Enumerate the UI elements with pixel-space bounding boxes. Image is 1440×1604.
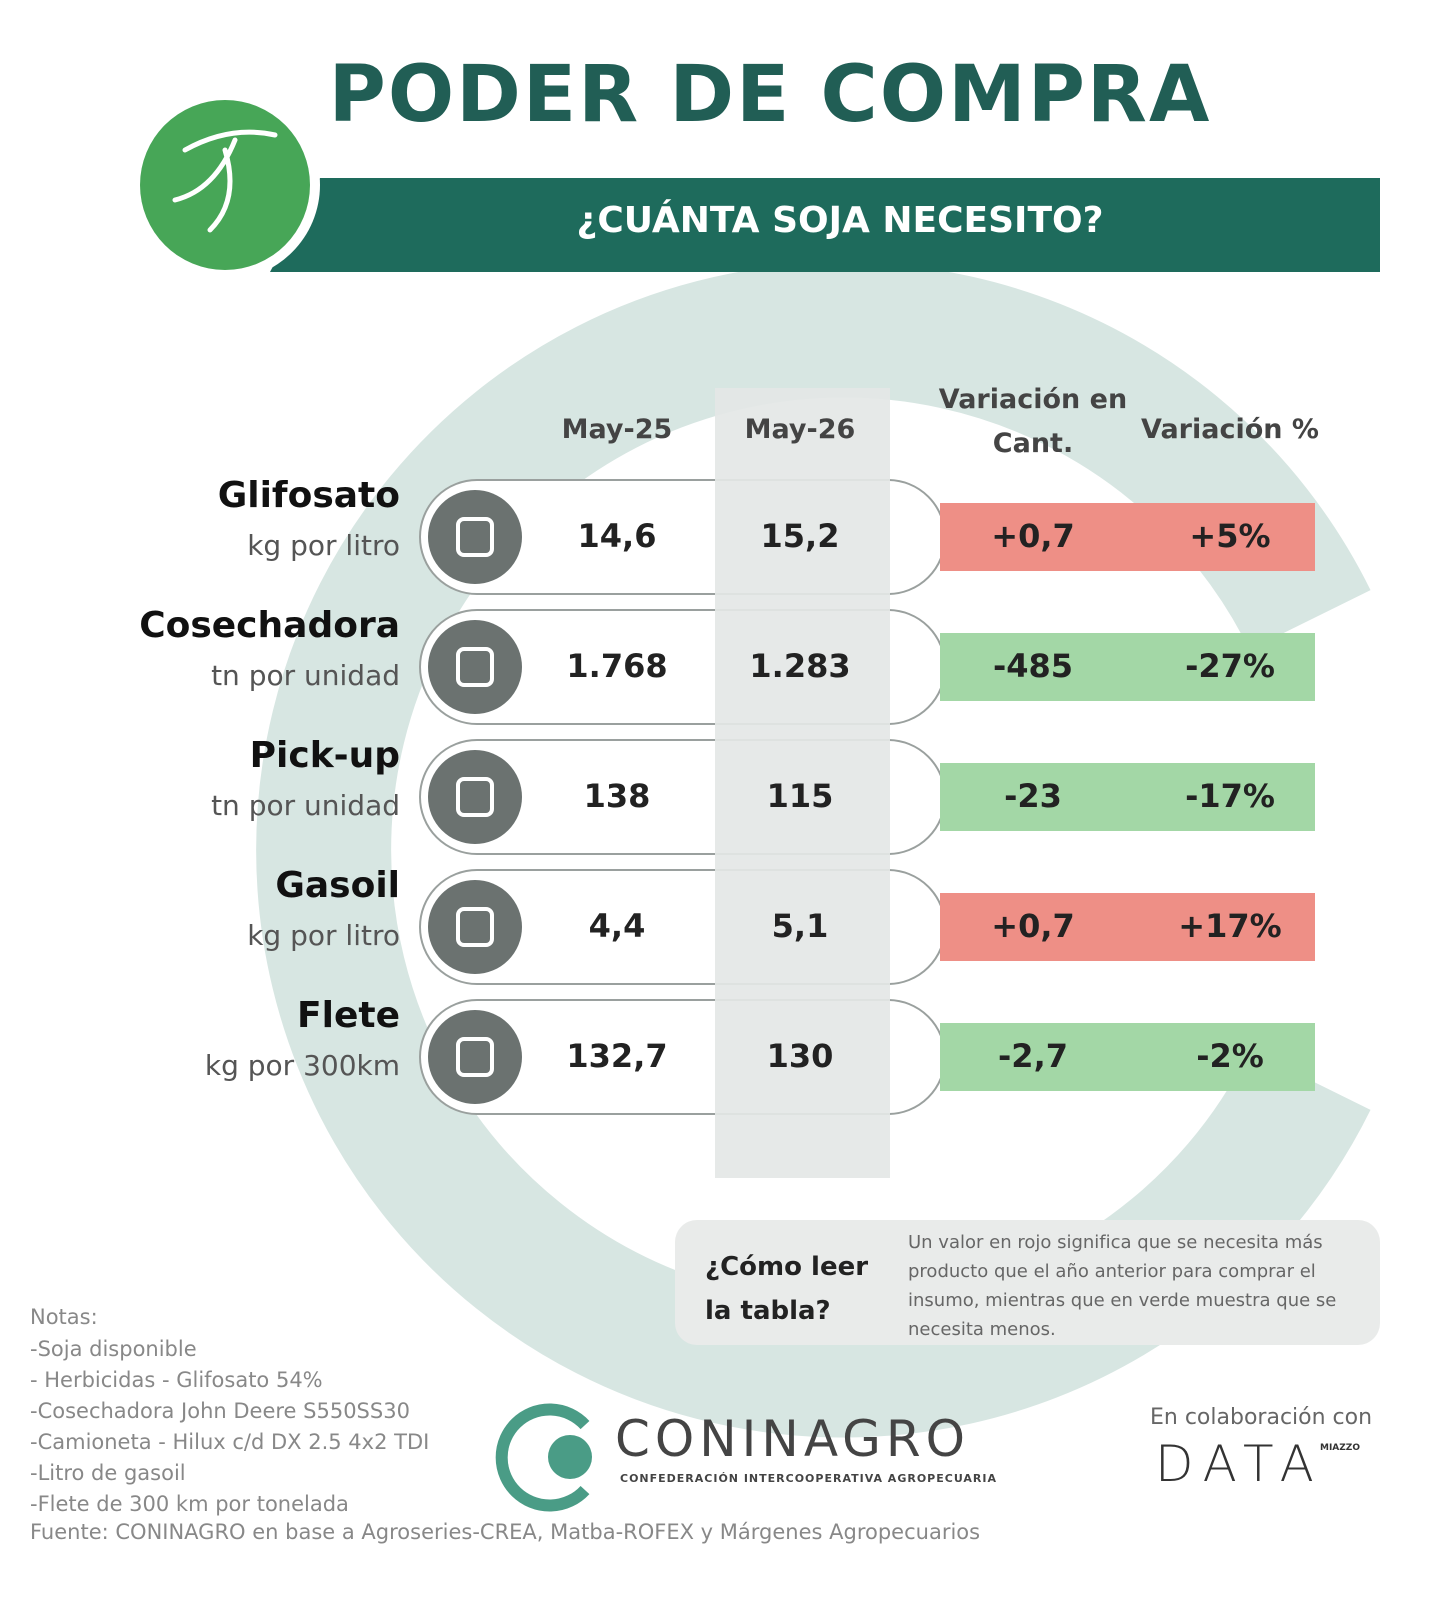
row-name: Gasoil bbox=[275, 865, 400, 906]
row-icon-glyph bbox=[456, 1037, 494, 1077]
note-item: -Cosechadora John Deere S550SS30 bbox=[30, 1399, 410, 1423]
subtitle: ¿CUÁNTA SOJA NECESITO? bbox=[576, 200, 1104, 241]
change: +0,7 bbox=[991, 907, 1075, 945]
change-bar bbox=[940, 893, 1315, 961]
column-header: Variación en Cant. bbox=[938, 384, 1128, 459]
row-name: Pick-up bbox=[249, 735, 400, 776]
value-may26: 15,2 bbox=[760, 517, 840, 555]
note-item: - Herbicidas - Glifosato 54% bbox=[30, 1368, 323, 1392]
value-may26: 1.283 bbox=[749, 647, 851, 685]
value-may25: 132,7 bbox=[566, 1037, 668, 1075]
partner: DATA bbox=[1155, 1435, 1324, 1493]
change-pct: -17% bbox=[1185, 777, 1275, 815]
change-pct: -2% bbox=[1196, 1037, 1264, 1075]
row-unit: kg por litro bbox=[247, 529, 400, 562]
source: Fuente: CONINAGRO en base a Agroseries-C… bbox=[30, 1520, 981, 1544]
notes-title: Notas: bbox=[30, 1305, 98, 1329]
brand-subtitle: Confederación Intercooperativa Agropecua… bbox=[620, 1472, 998, 1485]
change-bar bbox=[940, 503, 1315, 571]
value-may25: 4,4 bbox=[588, 907, 646, 945]
help-text: Un valor en rojo significa que se necesi… bbox=[908, 1232, 1337, 1340]
partner-tag: MIAZZO bbox=[1320, 1443, 1360, 1453]
change: -2,7 bbox=[998, 1037, 1068, 1075]
column-header: May-26 bbox=[744, 414, 856, 445]
value-may26: 5,1 bbox=[771, 907, 829, 945]
row-name: Flete bbox=[297, 995, 400, 1036]
help-box bbox=[675, 1220, 1380, 1345]
change-bar bbox=[940, 763, 1315, 831]
highlight-column bbox=[715, 388, 890, 1178]
soy-glyph bbox=[172, 129, 278, 233]
value-may26: 130 bbox=[766, 1037, 834, 1075]
brand: CONINAGRO bbox=[615, 1410, 970, 1468]
note-item: -Litro de gasoil bbox=[30, 1461, 186, 1485]
row-icon-glyph bbox=[456, 907, 494, 947]
change-pct: +5% bbox=[1189, 517, 1271, 555]
row-icon bbox=[428, 490, 522, 584]
row-icon-glyph bbox=[456, 777, 494, 817]
value-may25: 1.768 bbox=[566, 647, 668, 685]
row-unit: kg por 300km bbox=[204, 1049, 400, 1082]
row-name: Glifosato bbox=[217, 475, 400, 516]
value-may26: 115 bbox=[766, 777, 834, 815]
row-icon bbox=[428, 880, 522, 974]
change-pct: -27% bbox=[1185, 647, 1275, 685]
column-header: Variación % bbox=[1141, 414, 1319, 445]
note-item: -Camioneta - Hilux c/d DX 2.5 4x2 TDI bbox=[30, 1430, 430, 1454]
row-icon-glyph bbox=[456, 517, 494, 557]
column-header: May-25 bbox=[561, 414, 673, 445]
row-name: Cosechadora bbox=[139, 605, 400, 646]
row-icon bbox=[428, 750, 522, 844]
row-icon bbox=[428, 1010, 522, 1104]
note-item: -Flete de 300 km por tonelada bbox=[30, 1492, 349, 1516]
note-item: -Soja disponible bbox=[30, 1337, 197, 1361]
logo-dot bbox=[548, 1435, 592, 1479]
soy-icon bbox=[140, 100, 310, 270]
change-bar bbox=[940, 1023, 1315, 1091]
title: PODER DE COMPRA bbox=[328, 50, 1212, 140]
change: +0,7 bbox=[991, 517, 1075, 555]
collab: En colaboración con bbox=[1150, 1405, 1373, 1430]
subtitle-band bbox=[270, 178, 1380, 272]
row-unit: tn por unidad bbox=[211, 789, 400, 822]
help-question: ¿Cómo leer la tabla? bbox=[705, 1252, 869, 1326]
row-icon bbox=[428, 620, 522, 714]
row-icon-glyph bbox=[456, 647, 494, 687]
change-pct: +17% bbox=[1178, 907, 1282, 945]
change-bar bbox=[940, 633, 1315, 701]
logo-mark bbox=[495, 1403, 590, 1512]
change: -23 bbox=[1004, 777, 1062, 815]
row-unit: kg por litro bbox=[247, 919, 400, 952]
c-shape bbox=[256, 262, 1371, 1438]
change: -485 bbox=[992, 647, 1074, 685]
row-unit: tn por unidad bbox=[211, 659, 400, 692]
value-may25: 138 bbox=[583, 777, 651, 815]
value-may25: 14,6 bbox=[577, 517, 657, 555]
